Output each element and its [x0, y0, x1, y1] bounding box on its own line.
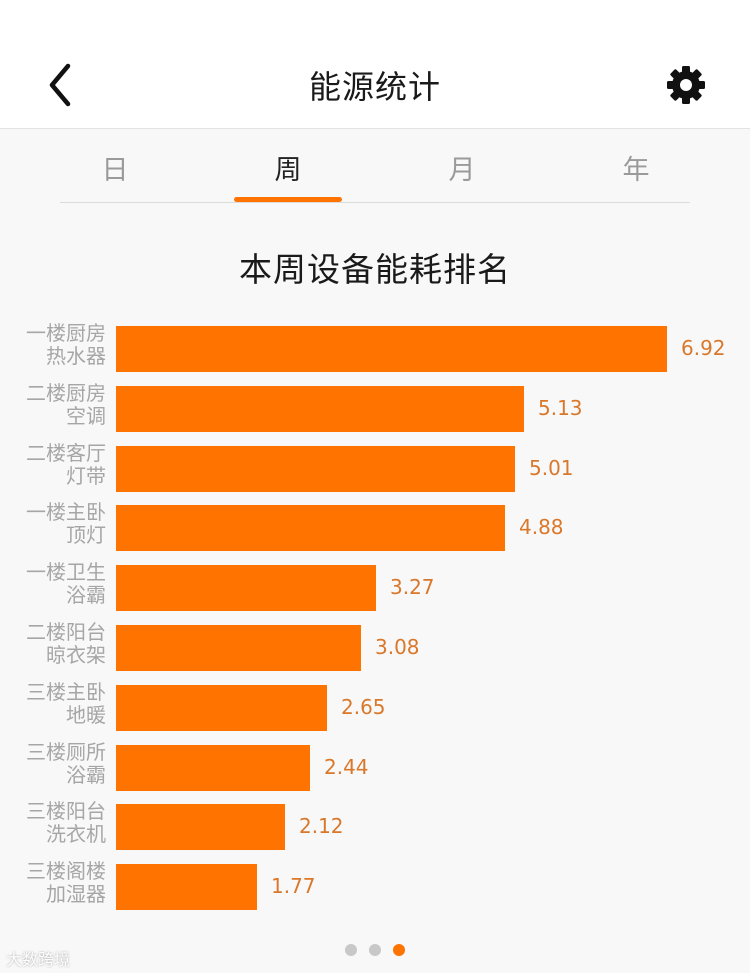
category-label-line: 浴霸 — [66, 583, 106, 607]
category-label-line: 二楼客厅 — [26, 441, 106, 465]
page-title: 能源统计 — [308, 68, 441, 106]
chart-row: 二楼厨房 空调 5.13 — [0, 380, 750, 440]
category-label-line: 二楼厨房 — [26, 381, 106, 405]
chart-row: 一楼卫生 浴霸 3.27 — [0, 559, 750, 619]
category-label: 三楼阳台 洗衣机 — [6, 800, 106, 846]
category-label: 二楼阳台 晾衣架 — [6, 621, 106, 667]
chart-row: 二楼阳台 晾衣架 3.08 — [0, 619, 750, 679]
page-indicator — [0, 941, 750, 956]
category-label-line: 一楼主卧 — [26, 500, 106, 524]
chart-row: 一楼主卧 顶灯 4.88 — [0, 499, 750, 559]
category-label: 三楼主卧 地暖 — [6, 681, 106, 727]
page-dot[interactable] — [345, 944, 357, 956]
page-dot[interactable] — [369, 944, 381, 956]
settings-button[interactable] — [664, 63, 708, 107]
category-label-line: 三楼主卧 — [26, 680, 106, 704]
bar-value-label: 3.08 — [375, 635, 420, 659]
category-label-line: 热水器 — [46, 344, 106, 368]
bar-value-label: 6.92 — [681, 336, 726, 360]
bar-value-label: 5.13 — [538, 396, 583, 420]
category-label: 一楼主卧 顶灯 — [6, 501, 106, 547]
category-label-line: 顶灯 — [66, 523, 106, 547]
category-label-line: 地暖 — [66, 703, 106, 727]
bar-value-label: 2.12 — [299, 814, 344, 838]
chart-row: 三楼厕所 浴霸 2.44 — [0, 739, 750, 799]
chart-row: 三楼阳台 洗衣机 2.12 — [0, 798, 750, 858]
tab-week[interactable]: 周 — [274, 155, 302, 186]
category-label-line: 一楼厨房 — [26, 321, 106, 345]
chart-row: 一楼厨房 热水器 6.92 — [0, 320, 750, 380]
watermark-logo: 大数跨境 — [6, 950, 71, 969]
tab-year[interactable]: 年 — [622, 155, 650, 186]
category-label: 三楼厕所 浴霸 — [6, 741, 106, 787]
chart-row: 三楼主卧 地暖 2.65 — [0, 679, 750, 739]
bar — [116, 745, 310, 791]
bar-value-label: 4.88 — [519, 515, 564, 539]
active-tab-indicator — [234, 197, 342, 202]
bar — [116, 446, 515, 492]
bar-value-label: 5.01 — [529, 456, 574, 480]
tab-month[interactable]: 月 — [448, 155, 476, 186]
chart-row: 二楼客厅 灯带 5.01 — [0, 440, 750, 500]
bar-value-label: 3.27 — [390, 575, 435, 599]
category-label-line: 三楼厕所 — [26, 740, 106, 764]
category-label: 二楼客厅 灯带 — [6, 442, 106, 488]
category-label-line: 晾衣架 — [46, 643, 106, 667]
category-label-line: 三楼阁楼 — [26, 859, 106, 883]
category-label-line: 一楼卫生 — [26, 560, 106, 584]
chevron-left-icon — [49, 63, 71, 107]
page-dot[interactable] — [393, 944, 405, 956]
bar-value-label: 1.77 — [271, 874, 316, 898]
bar — [116, 685, 327, 731]
bar-value-label: 2.44 — [324, 755, 369, 779]
category-label-line: 加湿器 — [46, 882, 106, 906]
category-label-line: 空调 — [66, 404, 106, 428]
tab-day[interactable]: 日 — [101, 155, 129, 186]
bar — [116, 565, 376, 611]
bar — [116, 386, 524, 432]
gear-icon — [667, 66, 705, 104]
top-nav-bar: 能源统计 — [0, 0, 750, 129]
bar — [116, 625, 361, 671]
category-label: 三楼阁楼 加湿器 — [6, 860, 106, 906]
category-label: 一楼卫生 浴霸 — [6, 561, 106, 607]
category-label: 一楼厨房 热水器 — [6, 322, 106, 368]
bar — [116, 505, 505, 551]
bar — [116, 864, 257, 910]
category-label-line: 洗衣机 — [46, 822, 106, 846]
bar-value-label: 2.65 — [341, 695, 386, 719]
category-label-line: 浴霸 — [66, 763, 106, 787]
category-label-line: 三楼阳台 — [26, 799, 106, 823]
bar — [116, 804, 285, 850]
chart-title: 本周设备能耗排名 — [239, 250, 511, 289]
category-label-line: 灯带 — [66, 464, 106, 488]
chart-row: 三楼阁楼 加湿器 1.77 — [0, 858, 750, 918]
bar — [116, 326, 667, 372]
back-button[interactable] — [36, 58, 86, 112]
period-tabs: 日 周 月 年 — [60, 130, 690, 203]
category-label: 二楼厨房 空调 — [6, 382, 106, 428]
category-label-line: 二楼阳台 — [26, 620, 106, 644]
